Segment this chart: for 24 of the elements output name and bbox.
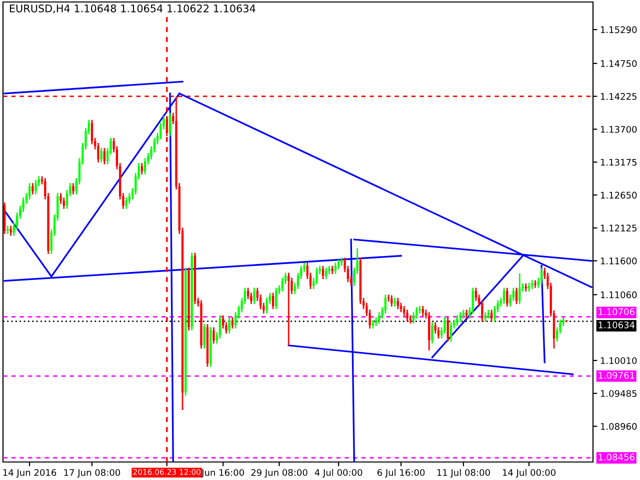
y-tick-label: 1.11060 [600, 291, 637, 298]
ref-line-label: 1.09761 [598, 372, 634, 379]
y-tick-label: 1.09485 [600, 390, 636, 397]
y-tick-label: 1.12650 [600, 192, 637, 199]
y-tick-label: 1.12125 [600, 224, 636, 232]
x-tick-label: 14 Jul 00:00 [502, 468, 556, 478]
x-tick-label: 17 Jun 08:00 [64, 469, 120, 478]
ref-line-label: 1.10706 [598, 308, 634, 316]
chart-title: EURUSD,H4 1.10648 1.10654 1.10622 1.10634 [10, 4, 256, 14]
x-tick-label: 14 Jun 2016 [3, 469, 56, 478]
ref-line-label: 1.10634 [598, 322, 635, 328]
ref-line-label: 1.08456 [598, 454, 634, 460]
x-tick-label: 29 Jun 08:00 [251, 469, 308, 478]
y-tick-label: 1.10010 [600, 357, 637, 364]
y-tick-label: 1.14225 [600, 93, 636, 100]
y-tick-label: 1.15290 [600, 26, 637, 34]
x-tick-label: 11 Jul 08:00 [437, 468, 490, 478]
y-tick-label: 1.08960 [600, 423, 637, 430]
x-tick-label: 6 Jul 16:00 [377, 468, 425, 478]
y-tick-label: 1.13700 [600, 126, 637, 133]
x-tick-label: 4 Jul 00:00 [314, 468, 362, 478]
y-tick-label: 1.11600 [600, 258, 637, 264]
y-tick-label: 1.13175 [600, 158, 636, 166]
y-tick-label: 1.14750 [600, 60, 637, 67]
